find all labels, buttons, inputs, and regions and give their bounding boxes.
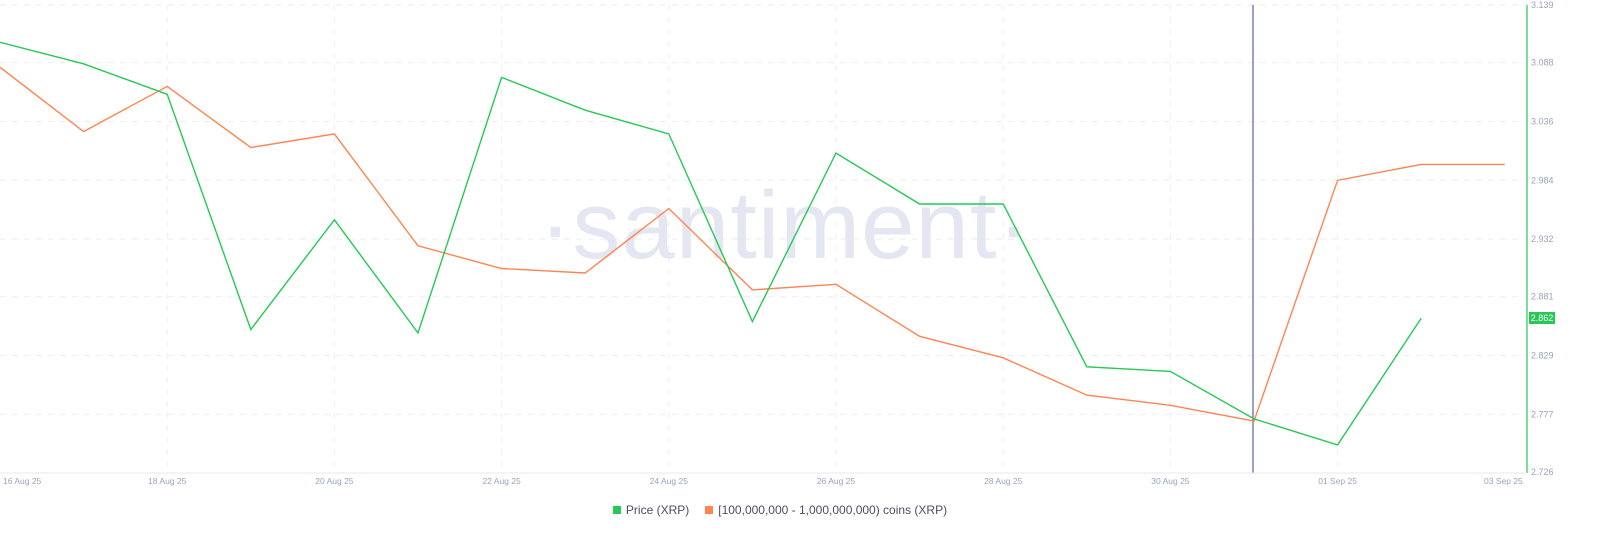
legend-item-coins[interactable]: [100,000,000 - 1,000,000,000) coins (XRP… [705, 503, 947, 517]
x-tick-label: 26 Aug 25 [817, 476, 856, 486]
y-axis: 3.139 3.088 3.036 2.984 2.932 2.881 2.829 2.777… [1531, 0, 1554, 477]
legend-item-price[interactable]: Price (XRP) [612, 503, 690, 517]
legend-label: Price (XRP) [625, 503, 690, 517]
legend: Price (XRP) [100,000,000 - 1,000,000,000… [0, 503, 1560, 517]
legend-label: [100,000,000 - 1,000,000,000) coins (XRP… [718, 503, 948, 517]
x-tick-label: 24 Aug 25 [650, 476, 689, 486]
x-tick-label: 22 Aug 25 [482, 476, 521, 486]
x-tick-label: 18 Aug 25 [148, 476, 187, 486]
x-tick-label: 30 Aug 25 [1151, 476, 1190, 486]
legend-swatch-green [612, 506, 621, 514]
grid-lines [0, 4, 1527, 473]
santiment-watermark: ·santiment· [539, 172, 1030, 279]
legend-swatch-orange [705, 506, 714, 514]
x-tick-label: 16 Aug 25 [3, 476, 42, 486]
x-tick-label: 20 Aug 25 [315, 476, 354, 486]
x-tick-label: 28 Aug 25 [984, 476, 1023, 486]
y-tick-label: 2.881 [1531, 292, 1554, 302]
series-coins-line[interactable] [0, 66, 1505, 422]
x-tick-label: 03 Sep 25 [1484, 476, 1523, 486]
y-tick-label: 2.726 [1531, 467, 1554, 477]
line-chart[interactable]: ·santiment· 3.139 3.088 3.036 2.984 2.932 2.8… [0, 0, 1600, 500]
y-tick-label: 3.139 [1531, 0, 1554, 10]
series-price-line[interactable] [0, 41, 1422, 446]
y-tick-label: 2.984 [1531, 175, 1554, 185]
y-tick-label: 2.829 [1531, 351, 1554, 361]
current-price-badge: 2.862 [1529, 312, 1555, 325]
y-tick-label: 2.777 [1531, 409, 1554, 419]
y-tick-label: 3.088 [1531, 58, 1554, 68]
x-tick-label: 01 Sep 25 [1318, 476, 1357, 486]
y-tick-label: 3.036 [1531, 116, 1554, 126]
y-tick-label: 2.932 [1531, 234, 1554, 244]
x-axis: 16 Aug 25 18 Aug 25 20 Aug 25 22 Aug 25 24 A… [3, 476, 1523, 486]
